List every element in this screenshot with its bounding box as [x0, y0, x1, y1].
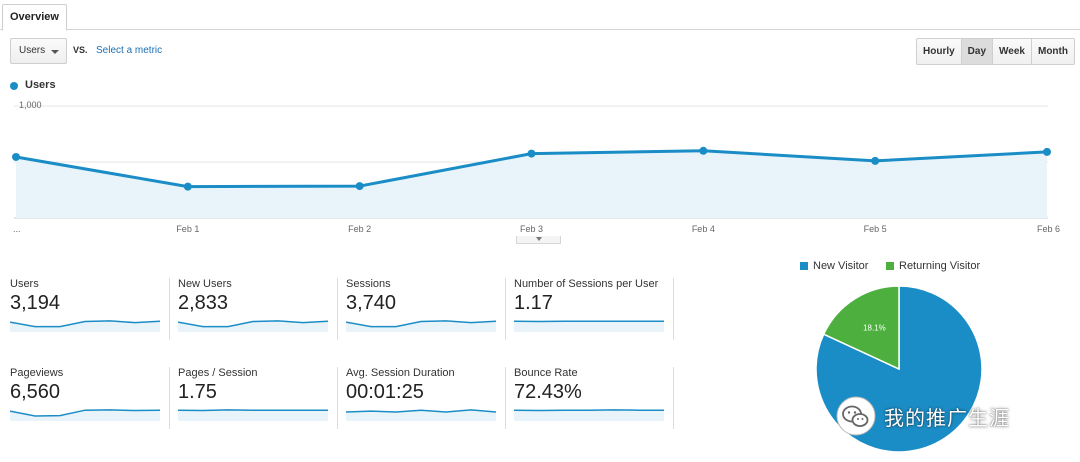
scorecard[interactable]: Number of Sessions per User 1.17 [514, 278, 674, 338]
week-button[interactable]: Week [992, 39, 1031, 64]
scorecard-label: Pages / Session [178, 367, 258, 379]
sparkline-area [178, 409, 328, 421]
legend-swatch-returning-visitor [886, 262, 894, 270]
sparkline-area [346, 320, 496, 332]
pie-legend-new-visitor: New Visitor [800, 260, 868, 272]
users-area [16, 150, 1047, 218]
data-point[interactable] [355, 182, 364, 191]
data-point[interactable] [699, 146, 708, 155]
vs-label: VS. [73, 45, 88, 55]
scorecard-value: 3,740 [346, 292, 397, 314]
legend-marker-users [10, 82, 18, 90]
sparkline-area [514, 409, 664, 421]
scorecard-value: 2,833 [178, 292, 229, 314]
y-tick-label-1000: 1,000 [19, 100, 42, 110]
legend-swatch-new-visitor [800, 262, 808, 270]
scorecard-sparkline [346, 320, 496, 332]
card-divider [337, 278, 338, 340]
sparkline-line [346, 320, 496, 328]
scorecard-sparkline [178, 320, 328, 332]
scorecard-value: 3,194 [10, 292, 61, 314]
chevron-down-icon [536, 237, 542, 241]
sparkline-area [514, 321, 664, 332]
hourly-button[interactable]: Hourly [917, 39, 961, 64]
scorecard[interactable]: Avg. Session Duration 00:01:25 [346, 367, 506, 427]
pie-legend-returning-visitor: Returning Visitor [886, 260, 980, 272]
legend-label-new-visitor: New Visitor [813, 260, 869, 272]
x-tick-label: Feb 5 [864, 224, 887, 234]
scorecard-value: 6,560 [10, 381, 61, 403]
scorecard-sparkline [10, 409, 160, 421]
scorecard-label: Sessions [346, 278, 391, 290]
scorecard-value: 00:01:25 [346, 381, 424, 403]
select-metric-link[interactable]: Select a metric [96, 45, 163, 56]
sparkline-area [10, 320, 160, 332]
legend-label-returning-visitor: Returning Visitor [899, 260, 981, 272]
wechat-watermark: 我的推广生涯 [836, 396, 1010, 436]
scorecard-label: New Users [178, 278, 232, 290]
scorecard[interactable]: Pages / Session 1.75 [178, 367, 338, 427]
x-tick-label: Feb 3 [520, 224, 543, 234]
scorecard[interactable]: Pageviews 6,560 [10, 367, 170, 427]
wechat-icon [836, 396, 876, 436]
sparkline-line [10, 320, 160, 328]
card-divider [169, 278, 170, 340]
x-tick-label: Feb 6 [1037, 224, 1060, 234]
sparkline-line [514, 409, 664, 412]
card-divider [505, 367, 506, 429]
sparkline-line [178, 409, 328, 412]
scorecard-value: 1.17 [514, 292, 553, 314]
tab-bar: Overview [0, 0, 1080, 31]
sparkline-line [178, 320, 328, 328]
data-point[interactable] [183, 182, 192, 191]
scorecard-label: Users [10, 278, 39, 290]
watermark-text: 我的推广生涯 [884, 405, 1010, 430]
day-button[interactable]: Day [960, 39, 993, 64]
card-divider [673, 278, 674, 340]
metric-dropdown[interactable]: Users [10, 38, 67, 64]
tab-overview[interactable]: Overview [2, 4, 67, 31]
scorecard-value: 1.75 [178, 381, 217, 403]
scorecard-sparkline [514, 409, 664, 421]
scorecard-value: 72.43% [514, 381, 582, 403]
scorecard-label: Pageviews [10, 367, 64, 379]
card-divider [673, 367, 674, 429]
sparkline-line [10, 409, 160, 417]
sparkline-area [178, 320, 328, 332]
data-point[interactable] [12, 152, 20, 161]
scorecard-sparkline [10, 320, 160, 332]
month-button[interactable]: Month [1030, 39, 1074, 64]
card-divider [505, 278, 506, 340]
x-tick-label: Feb 4 [692, 224, 715, 234]
card-divider [169, 367, 170, 429]
scorecard[interactable]: Bounce Rate 72.43% [514, 367, 674, 427]
data-point[interactable] [871, 156, 880, 165]
scorecard-sparkline [514, 320, 664, 332]
granularity-toggle: Hourly Day Week Month [916, 38, 1075, 65]
data-point[interactable] [1043, 147, 1051, 156]
sparkline-area [346, 409, 496, 421]
sparkline-line [346, 409, 496, 413]
scorecard[interactable]: Users 3,194 [10, 278, 170, 338]
scorecard[interactable]: New Users 2,833 [178, 278, 338, 338]
scorecard-sparkline [346, 409, 496, 421]
x-tick-label: Feb 2 [348, 224, 371, 234]
metric-dropdown-value: Users [19, 45, 46, 56]
x-tick-label: ... [13, 224, 21, 234]
legend-label-users: Users [25, 79, 56, 91]
x-tick-label: Feb 1 [176, 224, 199, 234]
pie-slice-returning-visitor[interactable] [822, 285, 900, 371]
scorecard-sparkline [178, 409, 328, 421]
scorecard-label: Bounce Rate [514, 367, 578, 379]
scorecard-label: Number of Sessions per User [514, 278, 659, 290]
data-point[interactable] [527, 149, 536, 158]
scorecard-label: Avg. Session Duration [346, 367, 455, 379]
scorecard[interactable]: Sessions 3,740 [346, 278, 506, 338]
sparkline-area [10, 409, 160, 421]
card-divider [337, 367, 338, 429]
pie-slice-label-returning: 18.1% [863, 324, 886, 333]
chevron-down-icon [51, 50, 59, 54]
chart-expand-handle[interactable] [516, 236, 561, 244]
